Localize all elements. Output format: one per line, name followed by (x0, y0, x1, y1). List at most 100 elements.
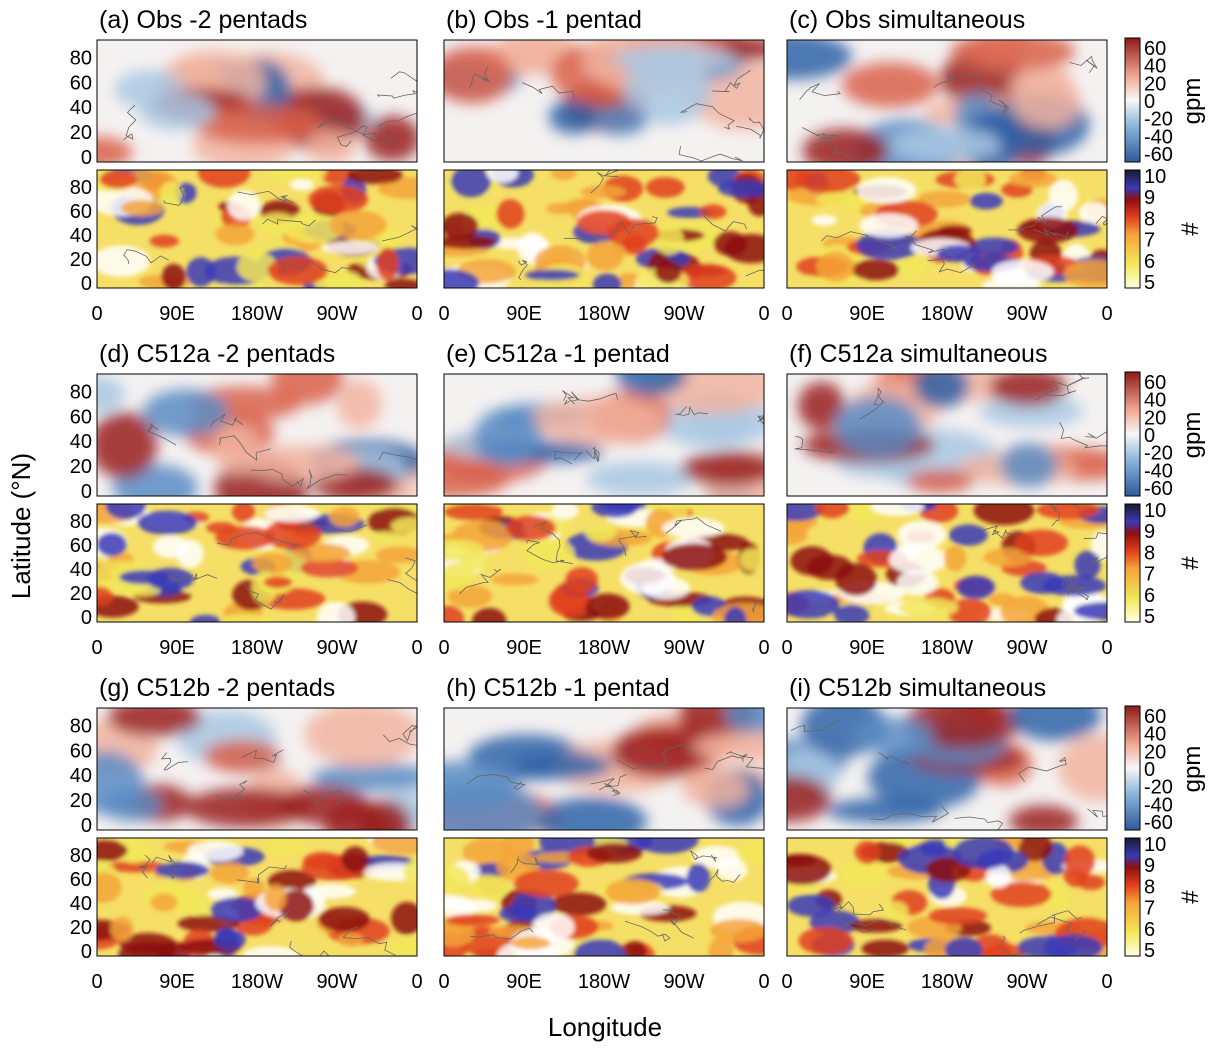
field-blob (522, 537, 575, 570)
field-blob (691, 731, 764, 762)
field-blob (550, 170, 577, 181)
field-blob (207, 887, 238, 901)
colorbar-tick-label: -60 (1144, 812, 1173, 834)
coastline (342, 926, 396, 956)
y-tick-label: 80 (70, 511, 92, 533)
colorbar-tick-label: -40 (1144, 794, 1173, 816)
field-blob (263, 576, 293, 589)
coastline (241, 749, 284, 763)
coastline (289, 940, 330, 956)
map-blobs (787, 708, 1107, 830)
colorbar-tick-label: 8 (1144, 876, 1155, 898)
field-blob (159, 181, 183, 205)
field-blob (445, 914, 500, 927)
x-tick-label: 0 (781, 303, 792, 325)
field-blob (717, 179, 764, 198)
field-blob (999, 442, 1058, 488)
field-blob (532, 913, 575, 942)
coastline (1008, 206, 1062, 231)
coastline (859, 387, 884, 420)
coastline (554, 450, 583, 465)
coastline (383, 734, 417, 746)
y-tick-label: 20 (70, 917, 92, 939)
coastline (665, 517, 722, 534)
colorbar-tick-label: 0 (1144, 425, 1155, 447)
map-field (444, 708, 764, 830)
colorbar-tick-label: -20 (1144, 109, 1173, 131)
anomaly-colorbar (1124, 705, 1141, 831)
y-tick-label: 0 (81, 941, 92, 963)
coastline (821, 231, 897, 250)
field-blob (1078, 201, 1107, 224)
field-blob (710, 919, 764, 943)
x-tick-label: 90E (849, 303, 885, 325)
panel-title: (h) C512b -1 pentad (446, 674, 670, 702)
field-blob (150, 893, 178, 912)
field-blob (1036, 504, 1100, 520)
field-blob (530, 396, 665, 445)
coastline (532, 520, 573, 564)
field-blob (105, 861, 168, 873)
coastline (376, 90, 417, 99)
coastline (927, 252, 976, 274)
field-blob (826, 798, 943, 824)
field-blob (358, 799, 413, 830)
x-tick-label: 180W (231, 303, 283, 325)
field-blob (623, 941, 647, 956)
coastline (390, 71, 417, 82)
x-tick-label: 90E (159, 637, 195, 659)
colorbar-tick-label: 7 (1144, 230, 1155, 252)
x-tick-label: 0 (758, 637, 769, 659)
coastline (1066, 575, 1089, 600)
coastline (1033, 228, 1070, 240)
colorbar-tick-label: 20 (1144, 741, 1166, 763)
x-tick-label: 90E (506, 303, 542, 325)
map-field (444, 40, 764, 162)
coastline (137, 854, 151, 879)
field-blob (989, 374, 1067, 406)
field-blob (117, 838, 152, 864)
field-blob (375, 546, 417, 564)
coastline (585, 446, 600, 463)
coastline (526, 539, 565, 564)
coastline (712, 69, 751, 93)
field-blob (219, 613, 275, 622)
coastline (570, 391, 619, 402)
map-field (787, 504, 1107, 622)
coastline (688, 209, 748, 232)
field-blob (161, 263, 186, 288)
colorbar-tick-label: -20 (1144, 443, 1173, 465)
field-blob (105, 504, 146, 520)
map-blobs (97, 708, 417, 830)
field-blob (950, 40, 1076, 72)
colorbar-tick-label: -60 (1144, 144, 1173, 166)
field-blob (292, 543, 351, 563)
colorbar-tick-label: 40 (1144, 56, 1166, 78)
colorbar-tick-label: 6 (1144, 251, 1155, 273)
field-blob (815, 192, 868, 207)
y-tick-label: 80 (70, 381, 92, 403)
map-frame (786, 707, 1108, 831)
x-tick-label: 90W (1006, 303, 1047, 325)
field-blob (948, 524, 988, 546)
colorbar-tick-label: 60 (1144, 706, 1166, 728)
colorbar-tick-label: 5 (1144, 272, 1155, 294)
coastline (837, 901, 885, 916)
colorbar-tick-label: 7 (1144, 898, 1155, 920)
colorbar-tick-label: 0 (1144, 759, 1155, 781)
coastline (813, 140, 861, 162)
map-field (787, 374, 1107, 496)
y-tick-label: 40 (70, 893, 92, 915)
coastline (298, 524, 368, 533)
map-frame (443, 707, 765, 831)
field-blob (444, 605, 465, 622)
field-blob (906, 468, 974, 493)
field-blob (210, 897, 264, 922)
field-blob (193, 103, 324, 145)
panel-title: (f) C512a simultaneous (789, 340, 1047, 368)
field-blob (99, 170, 138, 189)
map-field (787, 170, 1107, 288)
coastline (282, 260, 351, 274)
field-blob (329, 506, 360, 528)
coastline (147, 423, 177, 446)
